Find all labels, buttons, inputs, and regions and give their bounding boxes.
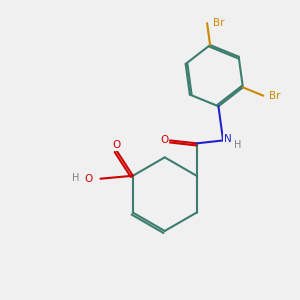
Text: O: O — [161, 135, 169, 145]
Text: N: N — [224, 134, 231, 144]
Text: Br: Br — [269, 91, 280, 101]
Text: H: H — [234, 140, 242, 150]
Text: Br: Br — [212, 18, 224, 28]
Text: O: O — [84, 174, 92, 184]
Text: O: O — [112, 140, 121, 150]
Text: H: H — [72, 173, 79, 183]
